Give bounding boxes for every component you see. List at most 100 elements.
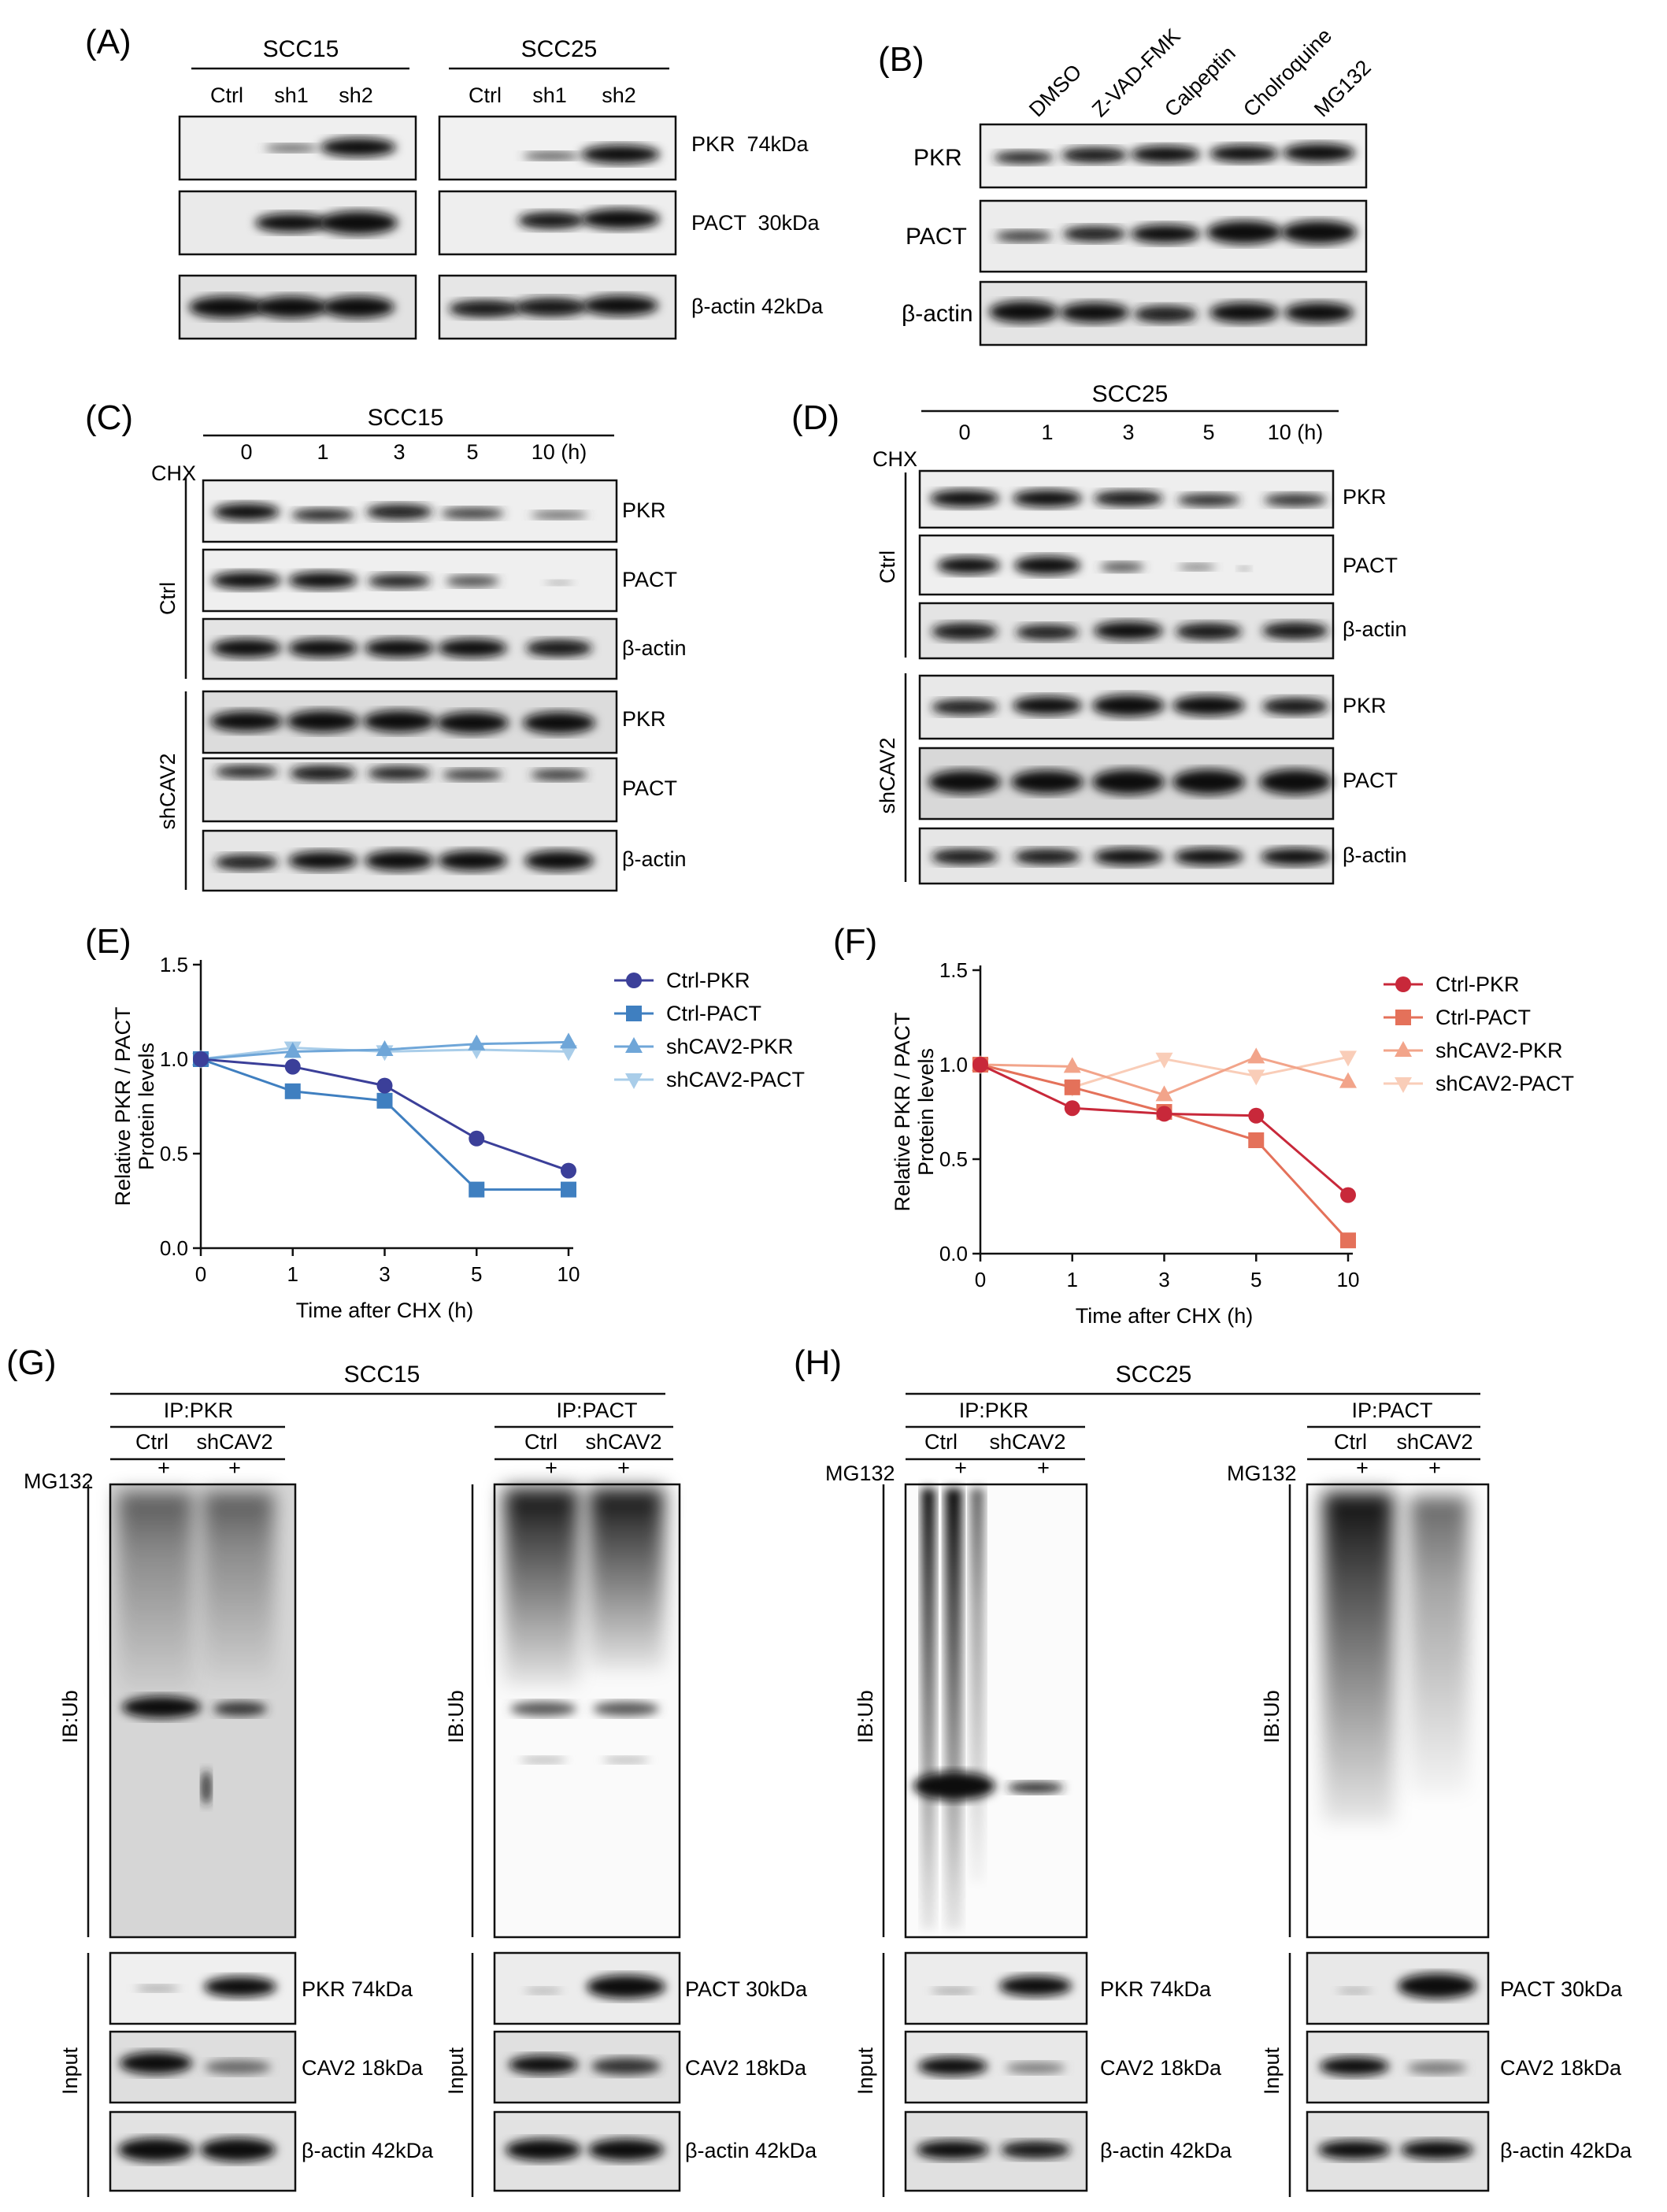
- panel-g: (G) SCC15 IP:PKR Ctrl shCAV2 + + MG132 I…: [6, 1343, 817, 2197]
- x-tick-label: 1: [287, 1262, 298, 1286]
- point-Ctrl-PKR: [469, 1130, 485, 1147]
- point-Ctrl-PACT: [376, 1092, 393, 1109]
- panel-d-time-1: 1: [1041, 421, 1053, 444]
- panel-h-plus-1: +: [954, 1456, 967, 1480]
- panel-c-label: (C): [85, 398, 133, 437]
- y-tick-label: 1.5: [160, 953, 188, 976]
- panel-h-mg132-2: MG132: [1227, 1462, 1297, 1485]
- panel-h-lane-ctrl-2: Ctrl: [1334, 1430, 1367, 1454]
- panel-h-row-pkr: PKR 74kDa: [1100, 1977, 1212, 2001]
- panel-d-row-actin: β-actin: [1343, 617, 1407, 641]
- panel-h: (H) SCC25 IP:PKR Ctrl shCAV2 + + MG132 I…: [794, 1343, 1632, 2197]
- panel-g-mg132: MG132: [24, 1469, 94, 1493]
- legend-marker: [625, 1073, 643, 1089]
- panel-h-ip-left: IP:PKR: [959, 1399, 1029, 1422]
- legend-marker: [625, 1037, 643, 1053]
- panel-f-label: (F): [833, 922, 877, 961]
- x-axis-label: Time after CHX (h): [296, 1299, 474, 1322]
- y-tick-label: 0.0: [160, 1236, 188, 1260]
- y-axis-label: Relative PKR / PACT: [111, 1006, 135, 1206]
- panel-d-time-0: 0: [958, 421, 970, 444]
- panel-f: (F) 0.0 0.5 1.0 1.5 0 1 3 5 10 Time after CHX (h)…: [833, 922, 1574, 1328]
- panel-h-ib-left: IB:Ub: [854, 1690, 877, 1743]
- series-line-Ctrl-PKR: [200, 1058, 569, 1173]
- panel-e: (E) 0.0 0.5 1.0 1.5 0 1 3 5 10 Time after CHX (h)…: [85, 922, 805, 1322]
- legend-label: Ctrl-PKR: [666, 969, 750, 992]
- point-shCAV2-PACT: [1247, 1069, 1265, 1086]
- point-Ctrl-PACT: [1248, 1132, 1265, 1148]
- legend-marker: [1395, 1041, 1412, 1057]
- panel-h-label: (H): [794, 1343, 842, 1382]
- y-axis-label-2: Protein levels: [135, 1043, 158, 1170]
- x-tick-label: 0: [195, 1262, 206, 1286]
- legend-label: shCAV2-PKR: [666, 1035, 794, 1058]
- point-Ctrl-PACT: [1064, 1079, 1080, 1095]
- panel-g-input-right: Input: [444, 2047, 468, 2095]
- panel-a-lane-sh2-2: sh2: [602, 83, 636, 107]
- x-axis-label: Time after CHX (h): [1076, 1304, 1254, 1328]
- panel-c-row-actin: β-actin: [622, 636, 687, 660]
- chart-e: 0.0 0.5 1.0 1.5 0 1 3 5 10 Time after CHX (h) Rela…: [111, 953, 805, 1322]
- panel-g-ib-right: IB:Ub: [444, 1690, 468, 1743]
- panel-g-row-pkr: PKR 74kDa: [302, 1977, 413, 2001]
- x-tick-label: 3: [1158, 1268, 1169, 1291]
- panel-h-plus-4: +: [1428, 1456, 1441, 1480]
- legend-marker: [1395, 1077, 1412, 1093]
- panel-c-time-5: 5: [466, 440, 478, 464]
- chart-f: 0.0 0.5 1.0 1.5 0 1 3 5 10 Time after CHX (h) Rela…: [891, 958, 1574, 1328]
- panel-b-lane-dmso: DMSO: [1024, 60, 1086, 121]
- y-tick-label: 0.5: [939, 1147, 968, 1171]
- point-Ctrl-PACT: [561, 1181, 576, 1198]
- panel-c-title: SCC15: [368, 405, 444, 431]
- panel-h-ip-right: IP:PACT: [1351, 1399, 1432, 1422]
- panel-g-input-left: Input: [58, 2047, 82, 2095]
- panel-c-chx: CHX: [151, 461, 196, 485]
- panel-h-row-pact-r: PACT 30kDa: [1500, 1977, 1623, 2001]
- point-Ctrl-PKR: [1340, 1187, 1356, 1203]
- panel-h-plus-3: +: [1356, 1456, 1369, 1480]
- x-tick-label: 10: [558, 1262, 580, 1286]
- point-Ctrl-PKR: [376, 1077, 393, 1094]
- panel-h-row-cav2-r: CAV2 18kDa: [1500, 2056, 1622, 2080]
- panel-b-label: (B): [878, 40, 924, 79]
- panel-h-mg132: MG132: [825, 1462, 895, 1485]
- y-tick-label: 1.5: [939, 958, 968, 982]
- panel-b: (B) DMSO Z-VAD-FMK Calpeptin Cholroquine…: [878, 24, 1376, 346]
- x-tick-label: 0: [975, 1268, 986, 1291]
- legend-marker: [626, 1006, 642, 1021]
- panel-g-row-actin-r: β-actin 42kDa: [685, 2139, 817, 2162]
- panel-b-row-pact: PACT: [906, 224, 967, 250]
- point-Ctrl-PKR: [193, 1051, 209, 1067]
- panel-g-label: (G): [6, 1343, 57, 1382]
- panel-h-lane-ctrl: Ctrl: [924, 1430, 958, 1454]
- legend-label: shCAV2-PACT: [1435, 1072, 1574, 1095]
- panel-d-chx: CHX: [872, 447, 917, 471]
- panel-a-lane-sh1: sh1: [274, 83, 309, 107]
- panel-d-row-pact-2: PACT: [1343, 769, 1398, 792]
- legend-label: Ctrl-PACT: [666, 1002, 761, 1025]
- legend-marker: [626, 973, 642, 988]
- panel-d-row-pkr-2: PKR: [1343, 694, 1387, 717]
- panel-c-row-actin-2: β-actin: [622, 847, 687, 871]
- legend-label: Ctrl-PACT: [1435, 1006, 1531, 1029]
- panel-a-group-scc25: SCC25: [521, 36, 598, 62]
- panel-a: (A) SCC15 SCC25 Ctrl sh1 sh2 Ctrl sh1 sh…: [85, 23, 824, 340]
- point-shCAV2-PKR: [1155, 1085, 1173, 1102]
- panel-c-time-0: 0: [240, 440, 252, 464]
- y-axis-label: Relative PKR / PACT: [891, 1012, 914, 1211]
- x-tick-label: 5: [471, 1262, 482, 1286]
- panel-c-time-1: 1: [317, 440, 328, 464]
- point-Ctrl-PKR: [561, 1162, 576, 1179]
- panel-d-group-ctrl: Ctrl: [876, 550, 899, 584]
- panel-d-row-pact: PACT: [1343, 554, 1398, 577]
- panel-g-ip-right: IP:PACT: [556, 1399, 637, 1422]
- panel-a-row-actin: β-actin 42kDa: [691, 295, 824, 318]
- panel-d-time-3: 3: [1122, 421, 1134, 444]
- x-tick-label: 3: [379, 1262, 390, 1286]
- point-shCAV2-PKR: [376, 1040, 394, 1056]
- point-shCAV2-PKR: [468, 1034, 486, 1050]
- panel-g-plus-1: +: [157, 1456, 170, 1480]
- panel-c-row-pact: PACT: [622, 568, 677, 591]
- panel-a-row-pkr: PKR 74kDa: [691, 132, 809, 156]
